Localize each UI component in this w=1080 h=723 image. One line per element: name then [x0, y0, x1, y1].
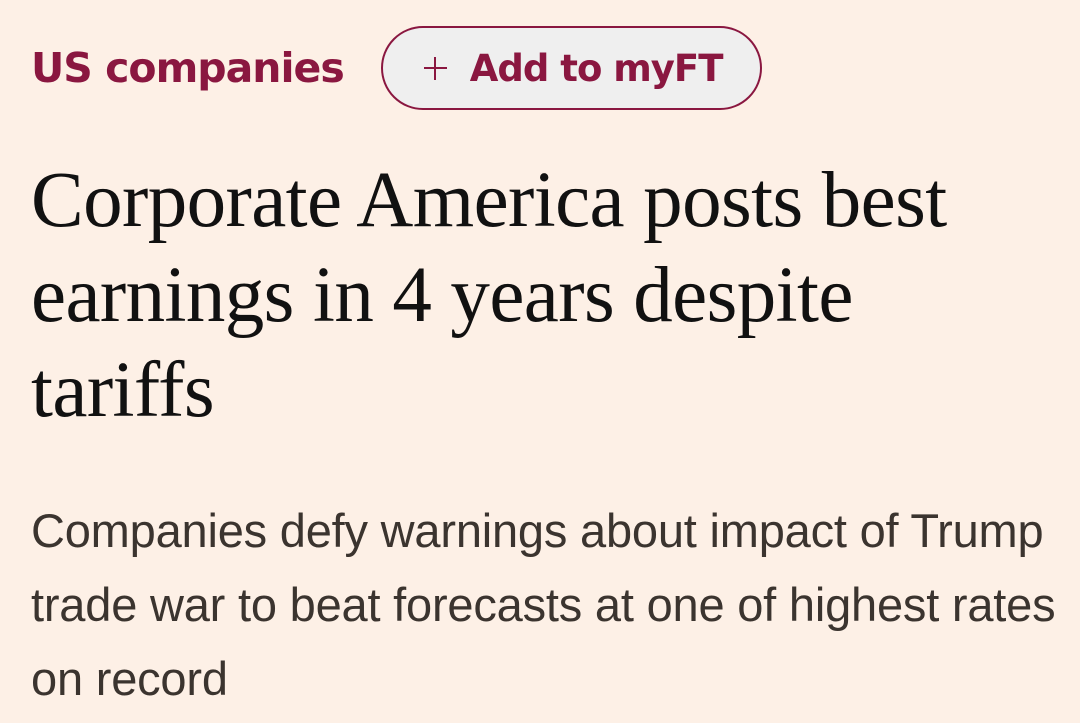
- plus-icon: [423, 56, 447, 80]
- topic-link[interactable]: US companies: [31, 43, 345, 92]
- add-to-myft-label: Add to myFT: [469, 46, 724, 90]
- add-to-myft-button[interactable]: Add to myFT: [380, 26, 763, 110]
- article-standfirst: Companies defy warnings about impact of …: [31, 504, 1056, 705]
- article-headline: Corporate America posts best earnings in…: [31, 157, 947, 434]
- topic-row: US companies Add to myFT: [31, 24, 763, 112]
